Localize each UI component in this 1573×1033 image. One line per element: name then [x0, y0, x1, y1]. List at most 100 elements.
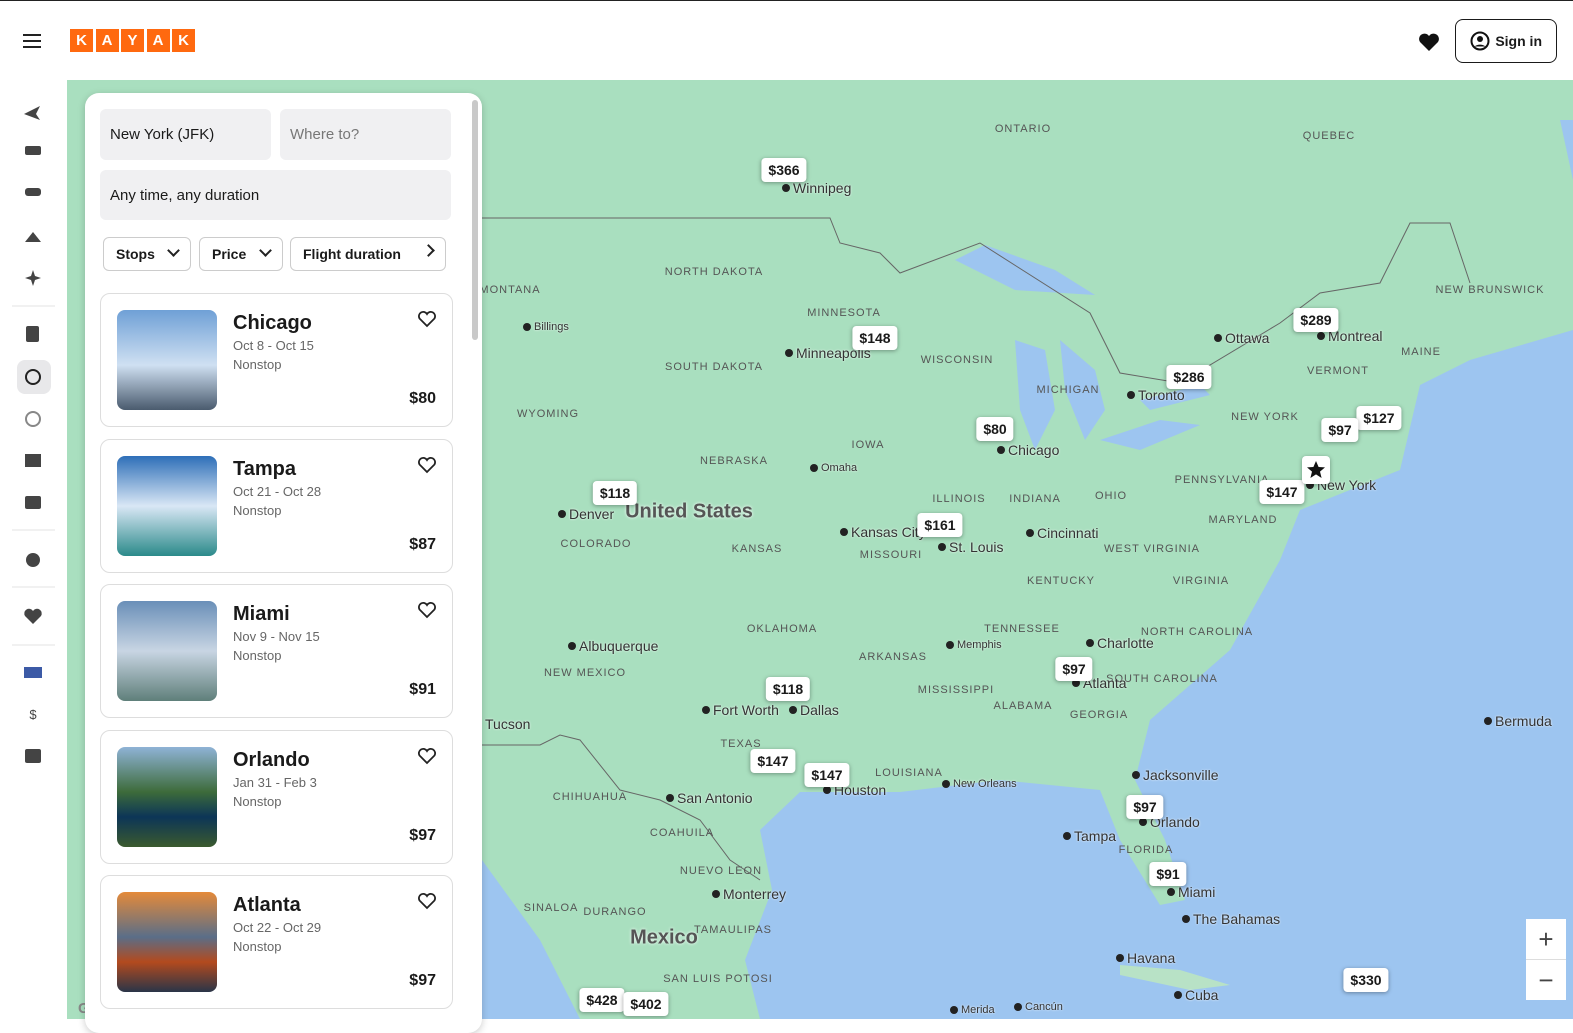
- explore-icon: [25, 369, 41, 385]
- price-pin[interactable]: $147: [750, 749, 796, 773]
- menu-icon[interactable]: [22, 32, 42, 50]
- price-pin[interactable]: $97: [1321, 418, 1359, 442]
- city-label: Chicago: [1008, 442, 1060, 458]
- price-pin[interactable]: $97: [1126, 795, 1164, 819]
- price: $91: [409, 681, 436, 699]
- logo-letter: K: [172, 29, 195, 52]
- save-heart[interactable]: [417, 747, 437, 769]
- region-label: ONTARIO: [994, 123, 1052, 135]
- city-label: Orlando: [1150, 814, 1200, 830]
- result-card[interactable]: Atlanta Oct 22 - Oct 29 Nonstop $97: [100, 875, 453, 1010]
- region-label: ARKANSAS: [859, 651, 927, 663]
- zoom-out[interactable]: −: [1526, 960, 1566, 1000]
- chevron: [422, 244, 435, 257]
- destination-input[interactable]: Where to?: [280, 109, 451, 160]
- save-heart[interactable]: [417, 892, 437, 914]
- price-pin[interactable]: $428: [579, 988, 625, 1012]
- city-dot: [1167, 888, 1175, 896]
- save-heart[interactable]: [417, 601, 437, 623]
- currency-icon[interactable]: $: [29, 707, 37, 722]
- city-label: New Orleans: [953, 778, 1017, 790]
- sign-in-label: Sign in: [1495, 33, 1542, 49]
- explore-highlight[interactable]: [17, 360, 51, 394]
- origin-input[interactable]: New York (JFK): [100, 109, 271, 160]
- result-card[interactable]: Miami Nov 9 - Nov 15 Nonstop $91: [100, 584, 453, 719]
- result-card[interactable]: Orlando Jan 31 - Feb 3 Nonstop $97: [100, 729, 453, 864]
- city-label: Merida: [961, 1004, 995, 1016]
- city-label: Cuba: [1185, 987, 1219, 1003]
- deals-icon[interactable]: [26, 553, 40, 567]
- region-label: GEORGIA: [1069, 709, 1129, 721]
- zoom-in[interactable]: +: [1526, 919, 1566, 960]
- guides-icon[interactable]: [25, 454, 41, 467]
- region-label: WYOMING: [517, 408, 579, 420]
- price-pin[interactable]: $147: [804, 763, 850, 787]
- filter-button[interactable]: Price: [199, 237, 283, 271]
- stops: Nonstop: [233, 502, 282, 518]
- city-image: [117, 892, 217, 993]
- country-label: Mexico: [630, 926, 698, 949]
- price-pin[interactable]: $97: [1055, 657, 1093, 681]
- price-pin[interactable]: $118: [592, 481, 638, 505]
- dates-input[interactable]: Any time, any duration: [100, 170, 451, 220]
- filter-label: Stops: [116, 246, 155, 262]
- price-pin[interactable]: $118: [765, 677, 811, 701]
- region-label: ALABAMA: [993, 700, 1053, 712]
- save-heart[interactable]: [417, 456, 437, 478]
- price-pin[interactable]: $80: [976, 417, 1014, 441]
- price: $97: [409, 972, 436, 990]
- city-label: Monterrey: [723, 886, 787, 902]
- result-card[interactable]: Tampa Oct 21 - Oct 28 Nonstop $87: [100, 438, 453, 573]
- city-name: Miami: [233, 603, 290, 626]
- region-label: COLORADO: [560, 538, 632, 550]
- stays-icon[interactable]: [25, 146, 41, 155]
- scrollbar[interactable]: [472, 100, 478, 340]
- cars-icon[interactable]: [25, 188, 41, 196]
- city-name: Tampa: [233, 457, 296, 480]
- feedback-icon[interactable]: [25, 749, 41, 763]
- region-label: WEST VIRGINIA: [1104, 543, 1200, 555]
- city-label: Cancún: [1025, 1001, 1063, 1013]
- price-pin[interactable]: $366: [761, 158, 807, 182]
- sign-in-button[interactable]: Sign in: [1455, 19, 1557, 63]
- city-dot: [1072, 679, 1080, 687]
- price-pin[interactable]: $127: [1356, 406, 1402, 430]
- favorites-icon[interactable]: [1418, 32, 1440, 52]
- price-pin[interactable]: $148: [852, 326, 898, 350]
- flag-icon[interactable]: [24, 667, 42, 678]
- region-label: MONTANA: [479, 284, 541, 296]
- packages-icon[interactable]: [25, 232, 41, 242]
- city-label: Minneapolis: [796, 345, 871, 361]
- price-pin[interactable]: $286: [1166, 365, 1212, 389]
- price-pin[interactable]: $402: [623, 992, 669, 1016]
- filter-button[interactable]: Stops: [103, 237, 191, 271]
- trip-dates: Jan 31 - Feb 3: [233, 774, 317, 790]
- filter-button[interactable]: Flight duration: [290, 237, 446, 271]
- trips-icon[interactable]: [26, 326, 39, 342]
- city-image: [117, 601, 217, 702]
- tracker-icon[interactable]: [25, 411, 41, 427]
- business-icon[interactable]: [25, 496, 41, 509]
- city-dot: [1306, 481, 1314, 489]
- city-image: [117, 310, 217, 410]
- city-name: Orlando: [233, 748, 310, 771]
- saved-icon[interactable]: [24, 608, 42, 624]
- city-name: Chicago: [233, 312, 312, 334]
- price-pin[interactable]: $161: [917, 513, 963, 537]
- city-dot: [1139, 818, 1147, 826]
- region-label: TEXAS: [720, 738, 762, 750]
- region-label: DURANGO: [583, 906, 647, 918]
- price-pin[interactable]: $91: [1149, 862, 1187, 886]
- city-dot: [942, 780, 950, 788]
- price-pin[interactable]: $147: [1259, 480, 1305, 504]
- save-heart[interactable]: [417, 310, 437, 332]
- price-pin[interactable]: $330: [1343, 968, 1389, 992]
- city-dot: [523, 323, 531, 331]
- city-label: New York: [1317, 477, 1377, 493]
- region-label: SINALOA: [523, 902, 579, 914]
- ai-icon[interactable]: [25, 270, 41, 286]
- region-label: IOWA: [851, 439, 885, 451]
- flights-icon[interactable]: [24, 106, 40, 120]
- price-pin[interactable]: $289: [1293, 308, 1339, 332]
- result-card[interactable]: Chicago Oct 8 - Oct 15 Nonstop $80: [100, 293, 453, 427]
